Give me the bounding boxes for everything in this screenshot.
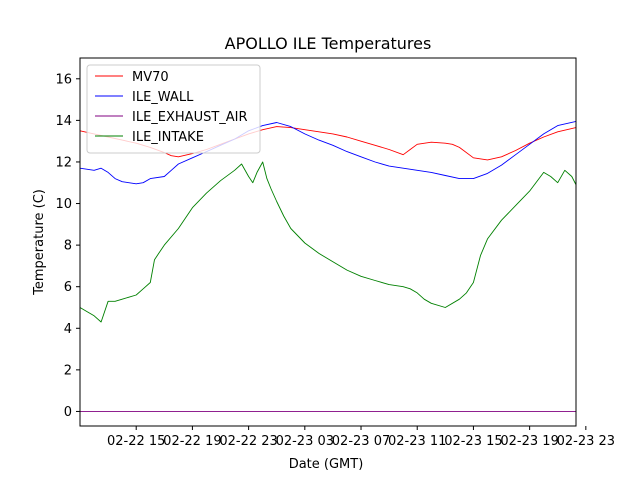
series-line-mv70	[80, 126, 576, 161]
y-tick-label: 2	[64, 363, 72, 378]
x-tick-label: 02-23 07	[332, 434, 390, 449]
chart-title: APOLLO ILE Temperatures	[225, 34, 432, 53]
y-tick-label: 0	[64, 405, 72, 420]
legend-label: ILE_INTAKE	[132, 130, 204, 145]
x-tick-label: 02-23 23	[557, 434, 615, 449]
x-tick-label: 02-22 23	[219, 434, 277, 449]
legend-label: MV70	[132, 70, 169, 85]
series-line-ile-wall	[80, 120, 576, 185]
x-axis-label: Date (GMT)	[289, 457, 364, 472]
x-tick-label: 02-23 03	[276, 434, 334, 449]
y-tick-label: 16	[55, 72, 72, 87]
y-tick-label: 14	[55, 114, 72, 129]
legend: MV70 ILE_WALL ILE_EXHAUST_AIR ILE_INTAKE	[86, 64, 261, 154]
plot-layer	[80, 120, 576, 412]
plot-frame	[79, 57, 577, 427]
x-tick-label: 02-22 15	[107, 434, 165, 449]
legend-box	[86, 64, 261, 154]
series-line-ile-intake	[80, 161, 576, 323]
legend-label: ILE_EXHAUST_AIR	[132, 110, 248, 125]
y-axis: 0 2 4 6 8 10 12 14 16	[55, 72, 80, 420]
y-tick-label: 6	[64, 280, 72, 295]
x-tick-label: 02-22 19	[163, 434, 221, 449]
y-tick-label: 12	[55, 155, 72, 170]
legend-label: ILE_WALL	[132, 90, 194, 105]
y-tick-label: 10	[55, 197, 72, 212]
x-tick-label: 02-23 15	[444, 434, 502, 449]
x-tick-label: 02-23 11	[388, 434, 446, 449]
y-tick-label: 4	[64, 322, 72, 337]
y-tick-label: 8	[64, 239, 72, 254]
y-axis-label: Temperature (C)	[32, 189, 47, 296]
x-tick-label: 02-23 19	[500, 434, 558, 449]
